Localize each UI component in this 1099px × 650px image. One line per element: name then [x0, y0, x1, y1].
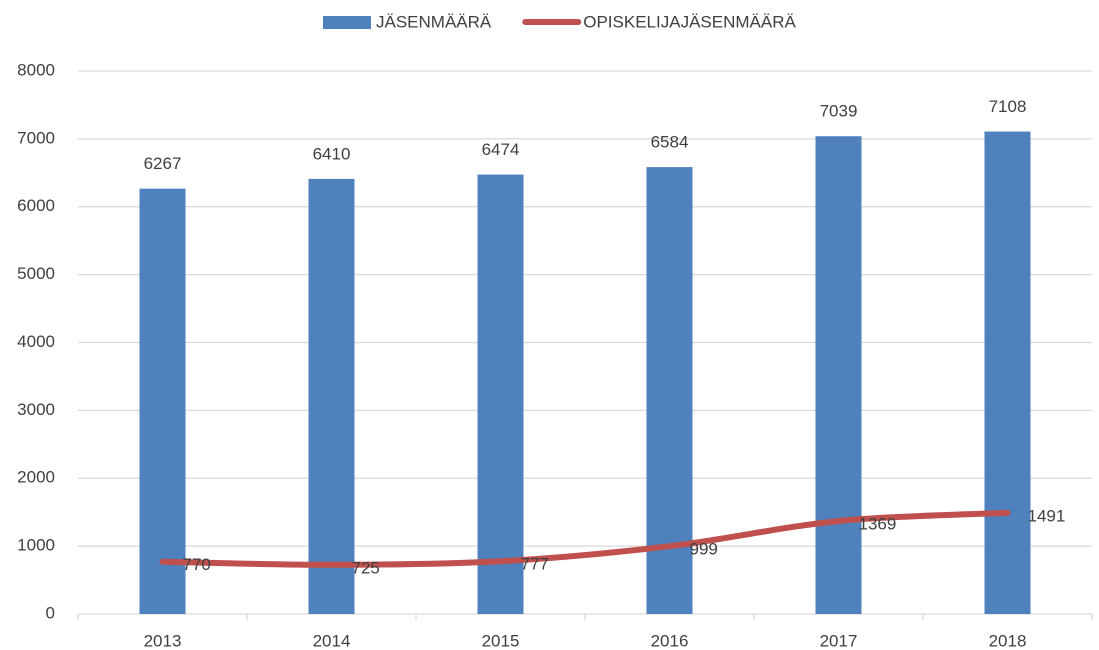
- data-label: 6267: [144, 154, 182, 173]
- y-tick-label: 5000: [17, 264, 55, 283]
- legend-swatch: [323, 16, 371, 29]
- data-label: 999: [690, 540, 718, 559]
- bar: [477, 174, 524, 614]
- data-label: 1369: [859, 515, 897, 534]
- x-tick-label: 2018: [989, 631, 1027, 650]
- bar: [139, 188, 186, 614]
- x-tick-label: 2015: [482, 631, 520, 650]
- x-tick-label: 2017: [820, 631, 858, 650]
- y-tick-label: 2000: [17, 468, 55, 487]
- data-label: 777: [521, 555, 549, 574]
- x-tick-label: 2016: [651, 631, 689, 650]
- data-label: 7039: [820, 102, 858, 121]
- x-tick-label: 2013: [144, 631, 182, 650]
- data-label: 1491: [1028, 506, 1066, 525]
- y-tick-label: 6000: [17, 196, 55, 215]
- data-label: 770: [183, 555, 211, 574]
- x-tick-label: 2014: [313, 631, 351, 650]
- y-tick-label: 4000: [17, 332, 55, 351]
- y-tick-label: 3000: [17, 400, 55, 419]
- line: [159, 509, 1011, 568]
- data-label: 6584: [651, 133, 689, 152]
- legend-label: JÄSENMÄÄRÄ: [376, 12, 492, 31]
- y-tick-label: 1000: [17, 536, 55, 555]
- data-label: 725: [352, 558, 380, 577]
- y-tick-label: 8000: [17, 60, 55, 79]
- bar: [308, 178, 355, 614]
- bar: [646, 167, 693, 614]
- data-label: 6410: [313, 144, 351, 163]
- legend-label: OPISKELIJAJÄSENMÄÄRÄ: [583, 12, 796, 31]
- data-label: 7108: [989, 97, 1027, 116]
- bar: [984, 131, 1031, 614]
- y-tick-label: 0: [46, 603, 55, 622]
- y-tick-label: 7000: [17, 128, 55, 147]
- bar: [815, 136, 862, 614]
- data-label: 6474: [482, 140, 520, 159]
